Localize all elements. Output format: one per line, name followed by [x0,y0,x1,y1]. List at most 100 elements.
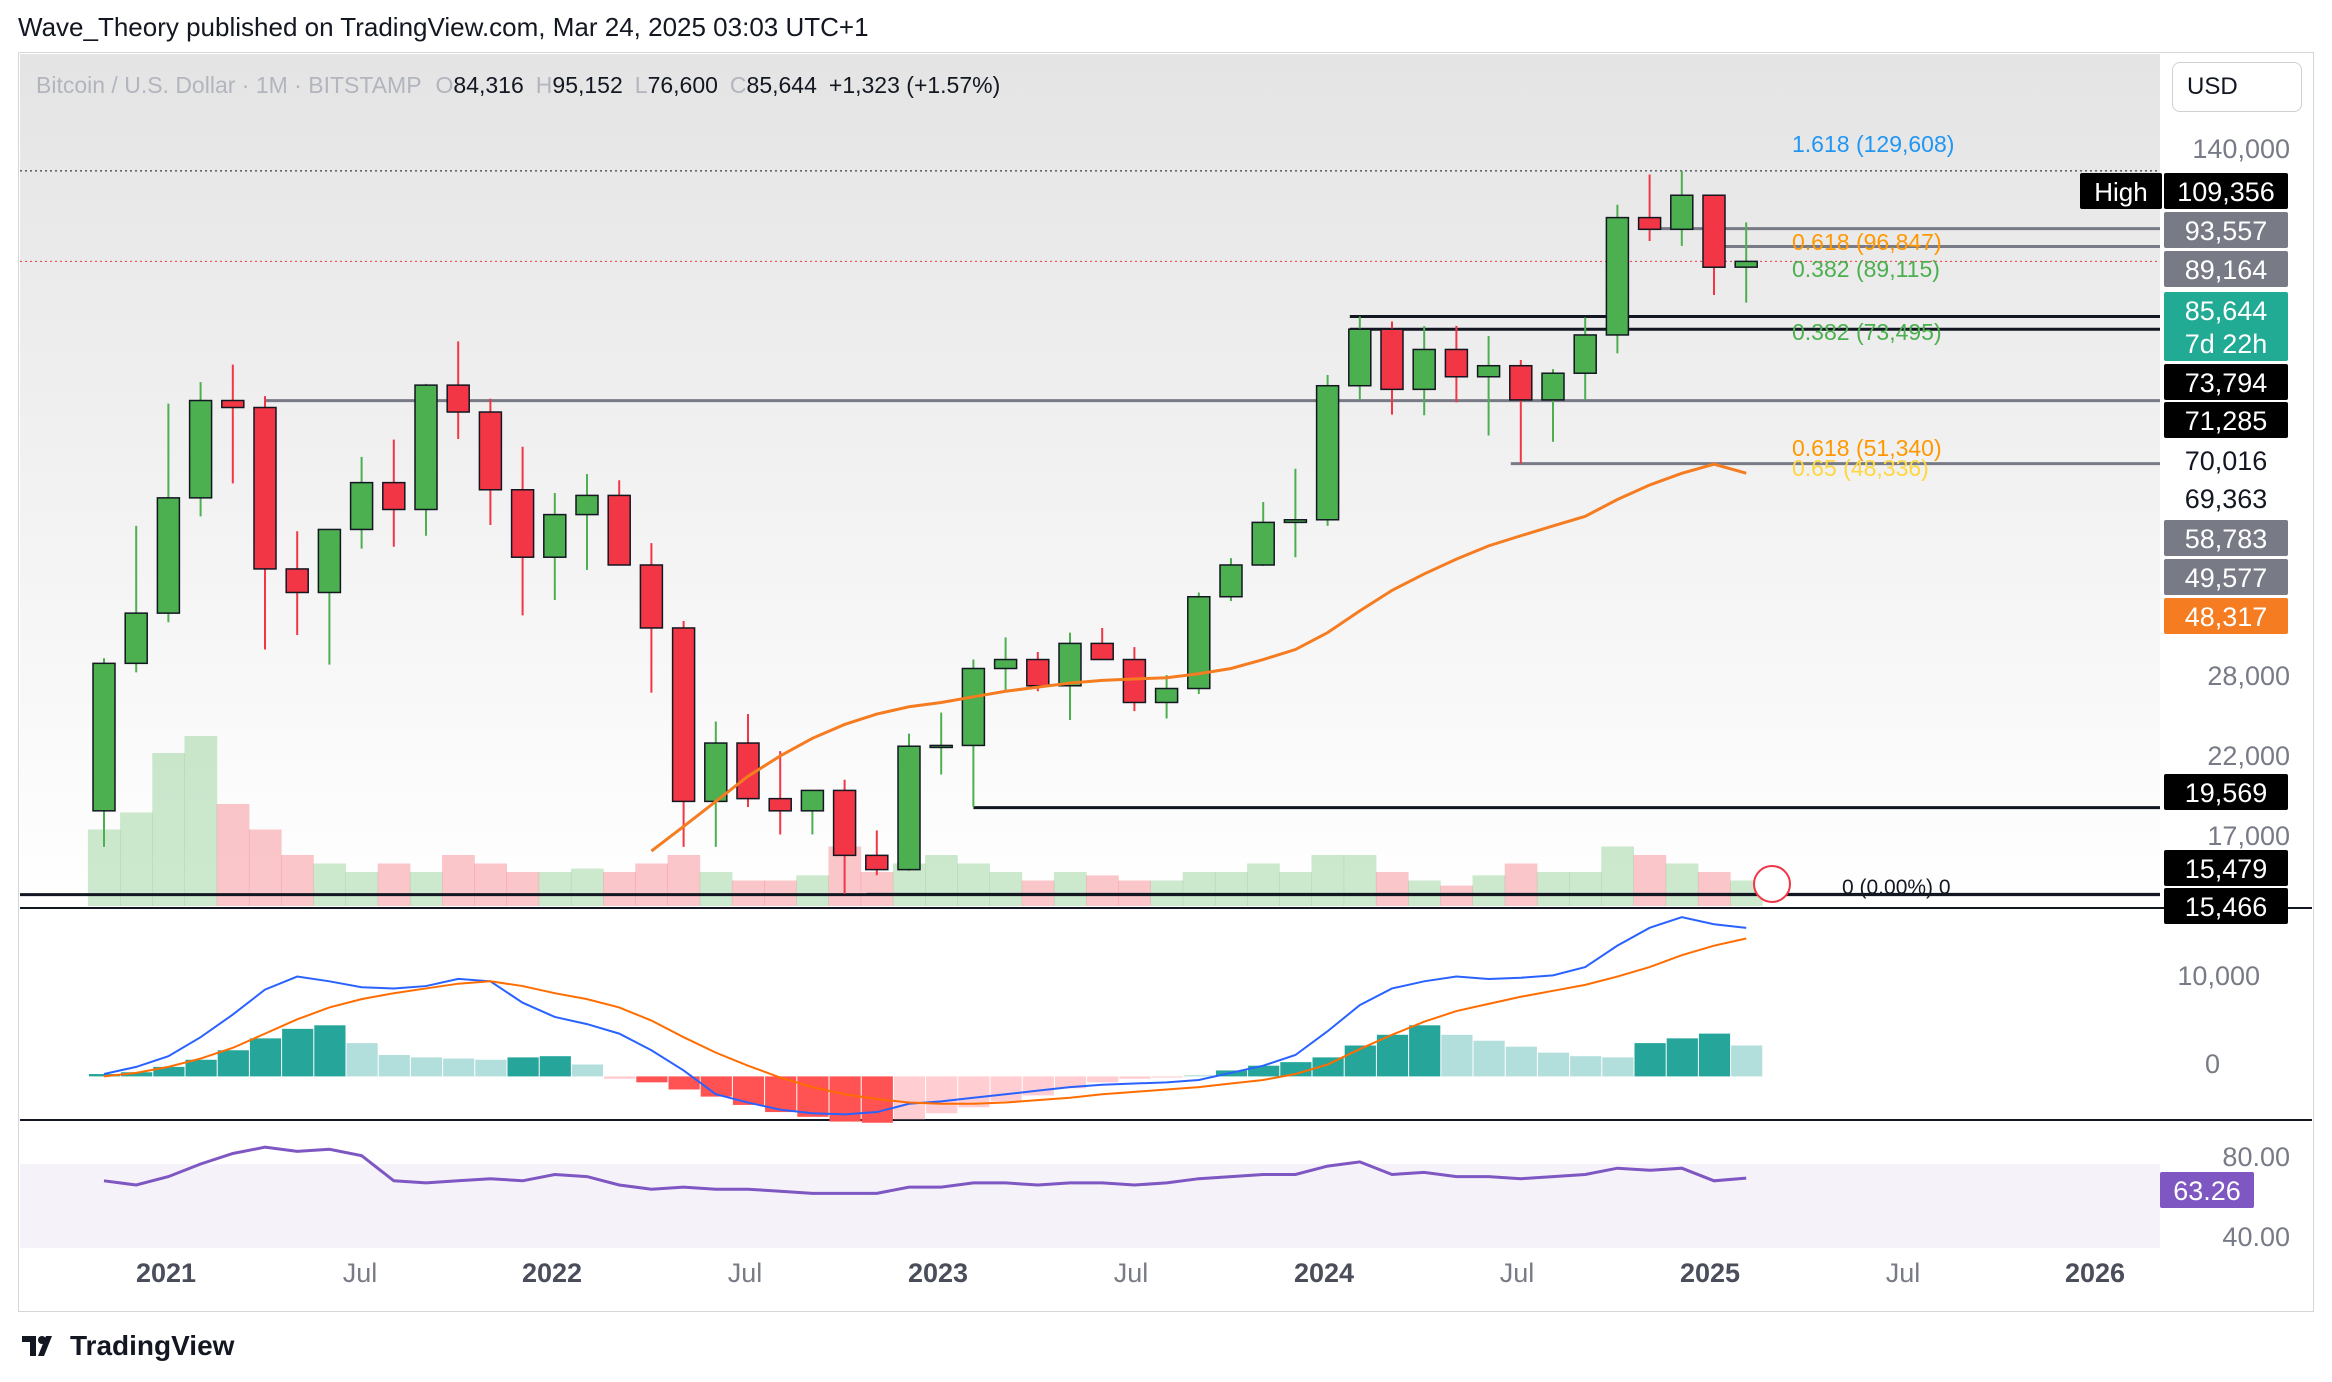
price-label-bg [2164,364,2288,400]
price-label-tag: High [2094,177,2147,207]
volume-bar [860,872,894,906]
price-label-bg [2080,173,2162,209]
volume-bar [603,872,636,906]
time-axis-label: Jul [728,1258,763,1288]
macd-pane-bg [20,910,2160,1118]
rsi-pane-bg [20,1122,2160,1248]
candle-body [1187,595,1211,690]
candle-body [1122,658,1147,704]
volume-bar [1536,872,1570,906]
publisher-line: Wave_Theory published on TradingView.com… [18,12,869,42]
volume-bar [1182,872,1216,906]
macd-histogram-bar [346,1043,378,1077]
volume-bar [1504,863,1538,906]
fib-label: 0.618 (96,847) [1792,229,1942,255]
volume-bar [1375,872,1409,906]
volume-bar [1247,863,1280,906]
candle-body [285,568,309,594]
macd-histogram-bar [1505,1046,1537,1077]
rsi-tick: 40.00 [2222,1222,2290,1252]
time-axis-label: 2024 [1294,1258,1354,1288]
candle-body [929,744,953,749]
volume-bar [1601,846,1634,906]
legend-close: 85,644 [746,72,817,98]
volume-bar [1569,872,1602,906]
candle-body [1219,564,1243,598]
volume-bar [1343,855,1377,906]
macd-histogram-bar [1473,1040,1505,1077]
rsi-value-bg [2160,1172,2254,1208]
time-axis-label: Jul [1114,1258,1149,1288]
macd-histogram-bar [1151,1076,1183,1078]
price-label-bg [2164,888,2288,924]
legend-symbol[interactable]: Bitcoin / U.S. Dollar · 1M · BITSTAMP [36,72,422,98]
price-label: 71,285 [2185,406,2268,436]
price-label: 69,363 [2185,484,2268,514]
candle-body [1348,328,1372,387]
candle-body [124,612,148,665]
rsi-band [20,1164,2160,1248]
macd-histogram-bar [1248,1065,1280,1077]
candle-body [1026,658,1050,687]
macd-histogram-bar [121,1072,153,1077]
legend-close-label: C [729,72,747,98]
candle-body [1702,194,1726,268]
candle-body [510,489,535,558]
price-tick: 22,000 [2207,741,2290,771]
price-label-bg [2164,774,2288,810]
volume-bar [1214,872,1248,906]
candle-body [575,494,599,516]
tradingview-logo[interactable]: TradingView [22,1330,234,1362]
time-axis-label: 2025 [1680,1258,1740,1288]
price-label: 58,783 [2185,524,2268,554]
price-label-bg [2164,559,2288,595]
price-label: 7d 22h [2185,329,2268,359]
price-tick: 17,000 [2207,821,2290,851]
volume-bar [635,863,668,906]
macd-histogram-bar [1634,1043,1666,1077]
macd-histogram-bar [1537,1052,1570,1077]
price-label-bg [2164,598,2288,634]
candle-body [1476,364,1501,378]
macd-histogram-bar [249,1038,282,1077]
candle-body [253,406,277,570]
candle-body [1058,642,1082,687]
candle-body [478,411,503,491]
legend-open: 84,316 [453,72,524,98]
candle-body [768,797,792,812]
price-label: 15,466 [2185,892,2268,922]
candle-body [221,399,245,409]
macd-histogram-bar [700,1076,732,1097]
candle-body [1154,687,1179,704]
macd-histogram-bar [507,1057,539,1077]
candle-body [1637,216,1662,231]
candle-body [1090,642,1114,661]
macd-histogram-bar [765,1076,797,1113]
volume-bar [216,804,250,906]
currency-button[interactable]: USD [2172,62,2302,112]
macd-histogram-bar [1344,1045,1376,1077]
volume-bar [1472,875,1506,906]
macd-histogram-bar [604,1076,636,1079]
macd-histogram-bar [88,1074,121,1077]
macd-histogram-bar [958,1076,990,1108]
volume-bar [925,855,958,906]
volume-bar [377,863,411,906]
macd-histogram-bar [539,1056,571,1077]
candle-body [349,481,374,531]
macd-histogram-bar [378,1055,410,1077]
price-label: 19,569 [2185,778,2268,808]
volume-bar [442,855,475,906]
price-label: 109,356 [2177,177,2275,207]
macd-histogram-bar [1119,1076,1151,1079]
candle-body [446,384,470,413]
volume-bar [1633,855,1667,906]
volume-bar [570,868,604,906]
time-axis-label: 2021 [136,1258,196,1288]
price-label-bg [2164,325,2288,361]
candle-body [1541,372,1565,401]
price-label: 15,479 [2185,854,2268,884]
price-label: 49,577 [2185,563,2268,593]
macd-histogram-bar [668,1076,700,1090]
